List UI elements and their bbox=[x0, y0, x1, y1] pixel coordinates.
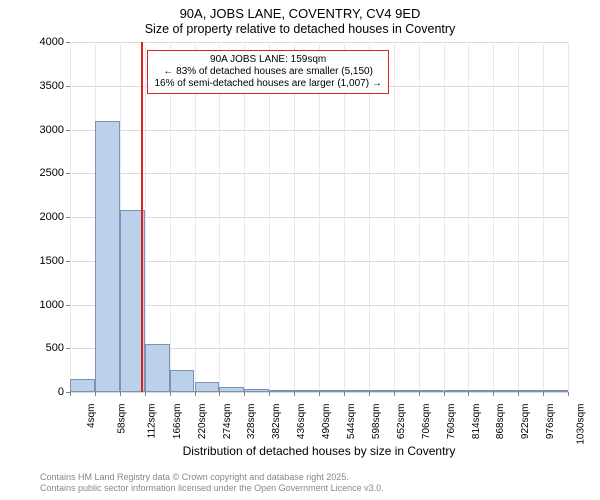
grid-line-v bbox=[294, 42, 295, 392]
histogram-bar bbox=[95, 121, 120, 392]
xtick-label: 760sqm bbox=[446, 404, 457, 440]
ytick-label: 1500 bbox=[40, 255, 64, 267]
title-main: 90A, JOBS LANE, COVENTRY, CV4 9ED bbox=[0, 6, 600, 22]
grid-line-v bbox=[394, 42, 395, 392]
xtick-label: 868sqm bbox=[495, 404, 506, 440]
annotation-line: 90A JOBS LANE: 159sqm bbox=[154, 54, 381, 66]
grid-line-v bbox=[543, 42, 544, 392]
histogram-bar bbox=[70, 379, 95, 392]
plot-area: 90A JOBS LANE: 159sqm← 83% of detached h… bbox=[70, 42, 568, 392]
property-marker-line bbox=[141, 42, 143, 392]
xtick-label: 652sqm bbox=[396, 404, 407, 440]
annotation-line: 16% of semi-detached houses are larger (… bbox=[154, 78, 381, 90]
xtick-label: 976sqm bbox=[545, 404, 556, 440]
histogram-bar bbox=[170, 370, 195, 392]
grid-line-v bbox=[195, 42, 196, 392]
x-axis-label: Distribution of detached houses by size … bbox=[70, 444, 568, 458]
histogram-bar bbox=[145, 344, 170, 392]
x-ticks: 4sqm 58sqm 112sqm 166sqm 220sqm 274sqm 328sqm 3… bbox=[70, 392, 568, 442]
grid-line-v bbox=[568, 42, 569, 392]
ytick-label: 0 bbox=[58, 386, 64, 398]
footer-line-2: Contains public sector information licen… bbox=[40, 483, 384, 494]
ytick-label: 4000 bbox=[40, 36, 64, 48]
grid-line-v bbox=[244, 42, 245, 392]
xtick-label: 382sqm bbox=[271, 404, 282, 440]
histogram-bar bbox=[195, 382, 220, 392]
grid-line-v bbox=[419, 42, 420, 392]
annotation-line: ← 83% of detached houses are smaller (5,… bbox=[154, 66, 381, 78]
xtick-label: 490sqm bbox=[321, 404, 332, 440]
xtick-label: 1030sqm bbox=[576, 404, 587, 445]
xtick-label: 706sqm bbox=[421, 404, 432, 440]
grid-line-v bbox=[468, 42, 469, 392]
grid-line-v bbox=[170, 42, 171, 392]
xtick-label: 922sqm bbox=[520, 404, 531, 440]
ytick-label: 3000 bbox=[40, 124, 64, 136]
grid-line-v bbox=[319, 42, 320, 392]
grid-line-v bbox=[493, 42, 494, 392]
grid-line-v bbox=[269, 42, 270, 392]
title-block: 90A, JOBS LANE, COVENTRY, CV4 9ED Size o… bbox=[0, 0, 600, 38]
xtick-label: 166sqm bbox=[172, 404, 183, 440]
ytick-label: 1000 bbox=[40, 299, 64, 311]
xtick-mark bbox=[568, 392, 569, 396]
attribution-footer: Contains HM Land Registry data © Crown c… bbox=[40, 472, 384, 494]
xtick-label: 436sqm bbox=[296, 404, 307, 440]
ytick-label: 500 bbox=[46, 342, 64, 354]
ytick-label: 2500 bbox=[40, 167, 64, 179]
xtick-label: 598sqm bbox=[371, 404, 382, 440]
xtick-label: 4sqm bbox=[86, 404, 97, 428]
grid-line-v bbox=[444, 42, 445, 392]
ytick-label: 3500 bbox=[40, 80, 64, 92]
title-sub: Size of property relative to detached ho… bbox=[0, 22, 600, 38]
grid-line-v bbox=[145, 42, 146, 392]
footer-line-1: Contains HM Land Registry data © Crown c… bbox=[40, 472, 384, 483]
ytick-label: 2000 bbox=[40, 211, 64, 223]
grid-line-v bbox=[70, 42, 71, 392]
grid-line-v bbox=[369, 42, 370, 392]
grid-line-v bbox=[344, 42, 345, 392]
annotation-box: 90A JOBS LANE: 159sqm← 83% of detached h… bbox=[147, 50, 388, 94]
xtick-label: 544sqm bbox=[346, 404, 357, 440]
xtick-label: 220sqm bbox=[197, 404, 208, 440]
xtick-label: 58sqm bbox=[116, 404, 127, 434]
y-ticks: 05001000150020002500300035004000 bbox=[0, 42, 68, 392]
grid-line-v bbox=[518, 42, 519, 392]
grid-line-v bbox=[219, 42, 220, 392]
xtick-label: 112sqm bbox=[146, 404, 157, 439]
xtick-label: 814sqm bbox=[471, 404, 482, 440]
xtick-label: 274sqm bbox=[222, 404, 233, 440]
xtick-label: 328sqm bbox=[246, 404, 257, 440]
